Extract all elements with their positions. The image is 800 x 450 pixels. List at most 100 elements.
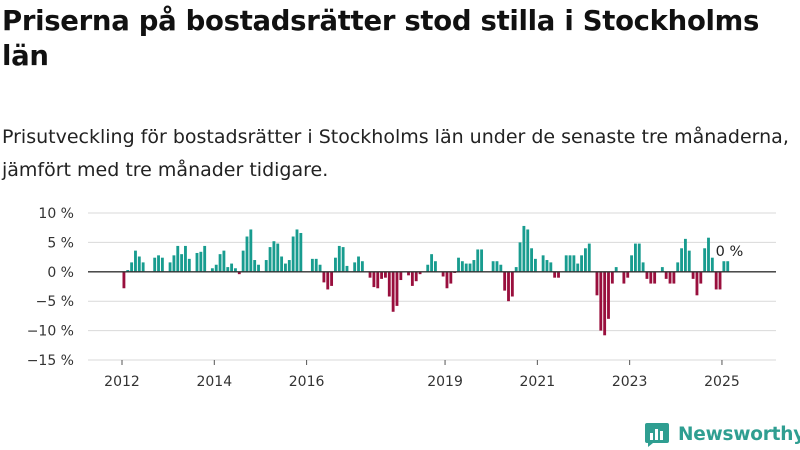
bar bbox=[668, 271, 672, 284]
bar bbox=[310, 258, 314, 272]
bar bbox=[495, 261, 499, 272]
x-tick-label: 2012 bbox=[104, 374, 140, 390]
bar bbox=[230, 263, 234, 272]
bar bbox=[141, 262, 145, 272]
bar bbox=[545, 260, 549, 272]
bar bbox=[180, 254, 184, 272]
bar bbox=[703, 248, 707, 272]
bar bbox=[607, 271, 610, 319]
bar bbox=[210, 268, 214, 272]
bar bbox=[683, 238, 687, 272]
bar bbox=[257, 264, 260, 272]
brand-logo[interactable]: Newsworthy bbox=[644, 419, 800, 449]
bar bbox=[718, 271, 722, 290]
bar bbox=[507, 271, 510, 302]
bar bbox=[130, 262, 134, 272]
bar bbox=[576, 263, 580, 272]
y-tick-label: −15 % bbox=[27, 353, 74, 369]
bar bbox=[153, 257, 157, 272]
annotations: 0 % bbox=[716, 244, 744, 260]
bar bbox=[334, 257, 337, 272]
bar bbox=[399, 271, 403, 281]
bar bbox=[476, 249, 480, 272]
bar bbox=[314, 258, 318, 272]
bar bbox=[534, 258, 537, 272]
bar bbox=[672, 271, 676, 284]
bar bbox=[249, 229, 253, 272]
bar bbox=[472, 260, 476, 272]
bar bbox=[407, 271, 410, 276]
bar bbox=[387, 271, 391, 297]
bar bbox=[595, 271, 599, 296]
bar bbox=[641, 262, 645, 272]
bar bbox=[414, 271, 418, 282]
bar bbox=[434, 261, 437, 272]
bar bbox=[664, 271, 668, 279]
bar bbox=[541, 255, 545, 272]
bar bbox=[226, 267, 230, 272]
bar bbox=[137, 256, 141, 272]
bar bbox=[395, 271, 399, 306]
bar-chart: 10 %5 %0 %−5 %−10 %−15 % 2012 2014 2016 201… bbox=[27, 206, 776, 390]
bar bbox=[222, 250, 226, 272]
bar bbox=[245, 236, 249, 272]
bar bbox=[510, 271, 514, 297]
bar bbox=[530, 248, 534, 272]
bar bbox=[468, 263, 472, 272]
bar bbox=[568, 255, 572, 272]
bar bbox=[653, 271, 657, 284]
bar bbox=[345, 265, 349, 272]
bar bbox=[341, 247, 345, 272]
bar bbox=[557, 271, 560, 278]
x-axis: 2012 2014 2016 2019 2021 2023 2025 bbox=[104, 360, 740, 390]
bar bbox=[580, 255, 583, 272]
x-tick-label: 2021 bbox=[520, 374, 556, 390]
bar bbox=[464, 263, 468, 272]
chart-subtitle: Prisutveckling för bostadsrätter i Stock… bbox=[2, 126, 789, 181]
bar bbox=[710, 257, 714, 272]
bar bbox=[168, 262, 172, 272]
bar bbox=[360, 261, 364, 272]
bar bbox=[276, 243, 280, 272]
bar bbox=[499, 264, 503, 272]
bar bbox=[480, 249, 484, 272]
bar bbox=[299, 232, 303, 272]
bar bbox=[272, 241, 276, 272]
bar bbox=[587, 243, 591, 272]
bar bbox=[449, 271, 453, 284]
bar bbox=[410, 271, 414, 286]
bar bbox=[491, 261, 495, 272]
bar bbox=[176, 245, 180, 272]
bar bbox=[564, 255, 568, 272]
bar bbox=[353, 262, 357, 272]
bar bbox=[157, 255, 160, 272]
bar bbox=[326, 271, 330, 290]
bar bbox=[460, 261, 464, 272]
bar bbox=[203, 245, 207, 272]
bar bbox=[426, 264, 430, 272]
bar bbox=[445, 271, 449, 289]
bar bbox=[280, 256, 284, 272]
bar bbox=[199, 251, 203, 272]
bar bbox=[676, 262, 680, 272]
bar bbox=[714, 271, 718, 290]
bar bbox=[287, 260, 291, 272]
bar bbox=[291, 236, 295, 272]
bar bbox=[622, 271, 626, 284]
bar bbox=[284, 263, 287, 272]
bar bbox=[241, 250, 245, 272]
bar bbox=[330, 271, 334, 286]
bar bbox=[214, 264, 218, 272]
bar bbox=[376, 271, 380, 289]
bar bbox=[603, 271, 607, 336]
bar bbox=[726, 261, 730, 272]
bar bbox=[318, 264, 322, 272]
bar bbox=[695, 271, 699, 296]
x-tick-label: 2014 bbox=[196, 374, 232, 390]
bar bbox=[614, 267, 618, 272]
bar bbox=[680, 248, 683, 272]
bar bbox=[514, 267, 518, 272]
x-tick-label: 2025 bbox=[704, 374, 740, 390]
bar bbox=[172, 255, 176, 272]
bar bbox=[687, 250, 691, 272]
